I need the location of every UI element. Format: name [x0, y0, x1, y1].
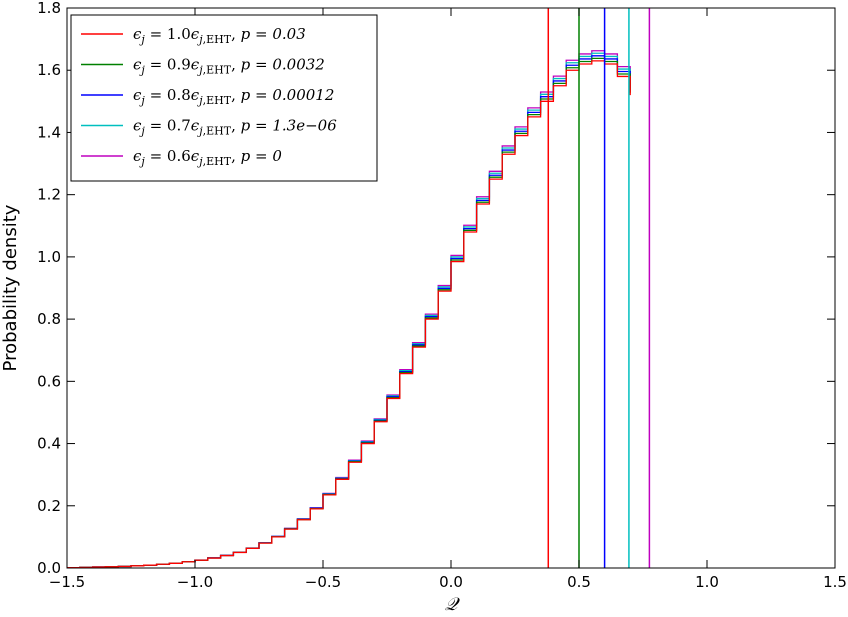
histogram-step-0 [67, 60, 631, 568]
y-tick-label: 1.6 [37, 61, 61, 79]
y-tick-label: 0.0 [37, 559, 61, 577]
y-tick-label: 0.2 [37, 497, 61, 515]
legend-box [70, 14, 378, 182]
legend: ϵj = 1.0ϵj,EHT, p = 0.03 ϵj = 0.9ϵj,EHT, … [70, 14, 378, 182]
axis-ticks: −1.5 −1.0 −0.5 0.0 0.5 1.0 1.5 0.0 0.2 0.4 0.6 0.8 1… [37, 0, 847, 591]
x-tick-label: 0.0 [439, 573, 463, 591]
x-tick-label: −1.0 [177, 573, 213, 591]
legend-entry-0: ϵj = 1.0ϵj,EHT, p = 0.03 [133, 25, 306, 46]
x-tick-label: 1.0 [695, 573, 719, 591]
y-tick-label: 1.2 [37, 186, 61, 204]
x-tick-label: 1.5 [823, 573, 847, 591]
y-tick-label: 0.8 [37, 310, 61, 328]
y-axis-label: Probability density [0, 204, 21, 371]
x-tick-label: −1.5 [49, 573, 85, 591]
legend-entry-1: ϵj = 0.9ϵj,EHT, p = 0.0032 [133, 56, 325, 77]
legend-entry-3: ϵj = 0.7ϵj,EHT, p = 1.3e−06 [133, 117, 337, 138]
x-tick-label: −0.5 [305, 573, 341, 591]
legend-entry-2: ϵj = 0.8ϵj,EHT, p = 0.00012 [133, 86, 334, 107]
y-tick-label: 0.4 [37, 435, 61, 453]
y-tick-label: 1.0 [37, 248, 61, 266]
y-tick-label: 1.8 [37, 0, 61, 17]
y-tick-label: 1.4 [37, 123, 61, 141]
x-axis-label: 𝒬 [445, 594, 461, 615]
y-tick-label: 0.6 [37, 372, 61, 390]
plot-area [67, 8, 651, 568]
x-tick-label: 0.5 [567, 573, 591, 591]
legend-entry-4: ϵj = 0.6ϵj,EHT, p = 0 [133, 147, 282, 168]
